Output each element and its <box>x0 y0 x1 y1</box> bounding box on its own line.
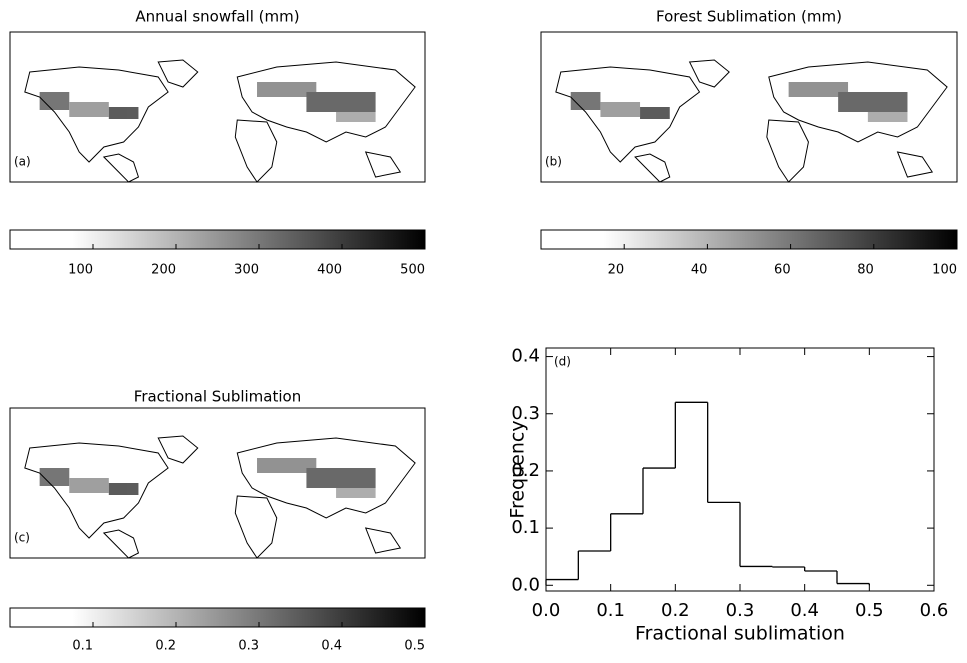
colorbar-tick-label: 100 <box>68 263 93 278</box>
colorbar-tick-label: 300 <box>234 263 259 278</box>
x-tick-label: 0.6 <box>920 600 949 621</box>
colorbar-tick-label: 400 <box>317 263 342 278</box>
map-title: Forest Sublimation (mm) <box>656 8 842 26</box>
map-title: Fractional Sublimation <box>134 388 301 406</box>
colorbar <box>9 229 426 250</box>
y-tick-label: 0.1 <box>511 517 540 538</box>
x-tick-label: 0.0 <box>532 600 561 621</box>
x-axis-label: Fractional sublimation <box>635 623 845 645</box>
y-tick-label: 0.2 <box>511 460 540 481</box>
colorbar-tick-label: 0.3 <box>238 639 259 654</box>
y-axis-label: Frequency <box>507 420 529 518</box>
panel-label: (a) <box>14 155 31 169</box>
colorbar <box>9 607 426 628</box>
x-tick-label: 0.1 <box>596 600 625 621</box>
colorbar-tick-label: 0.5 <box>404 639 425 654</box>
colorbar-tick-label: 0.4 <box>321 639 342 654</box>
x-tick-label: 0.5 <box>855 600 884 621</box>
colorbar-tick-label: 200 <box>151 263 176 278</box>
y-tick-label: 0.0 <box>511 574 540 595</box>
y-tick-label: 0.3 <box>511 403 540 424</box>
panel-label: (b) <box>545 155 562 169</box>
map-title: Annual snowfall (mm) <box>135 8 299 26</box>
colorbar-tick-label: 80 <box>857 263 874 278</box>
y-tick-label: 0.4 <box>511 346 540 367</box>
panel-label: (d) <box>554 355 571 369</box>
colorbar-tick-label: 60 <box>774 263 791 278</box>
colorbar-tick-label: 0.1 <box>72 639 93 654</box>
colorbar <box>540 229 958 250</box>
colorbar-tick-label: 500 <box>400 263 425 278</box>
colorbar-tick-label: 40 <box>691 263 708 278</box>
x-tick-label: 0.4 <box>790 600 819 621</box>
x-tick-label: 0.2 <box>661 600 690 621</box>
panel-label: (c) <box>14 531 30 545</box>
x-tick-label: 0.3 <box>726 600 755 621</box>
colorbar-tick-label: 100 <box>932 263 957 278</box>
colorbar-tick-label: 0.2 <box>155 639 176 654</box>
colorbar-tick-label: 20 <box>608 263 625 278</box>
